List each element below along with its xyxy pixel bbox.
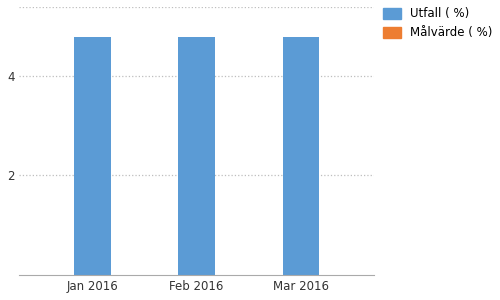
Bar [282, 37, 319, 274]
Legend: Utfall ( %), Målvärde ( %): Utfall ( %), Målvärde ( %) [383, 8, 492, 39]
Bar [178, 37, 215, 274]
Bar [74, 37, 110, 274]
